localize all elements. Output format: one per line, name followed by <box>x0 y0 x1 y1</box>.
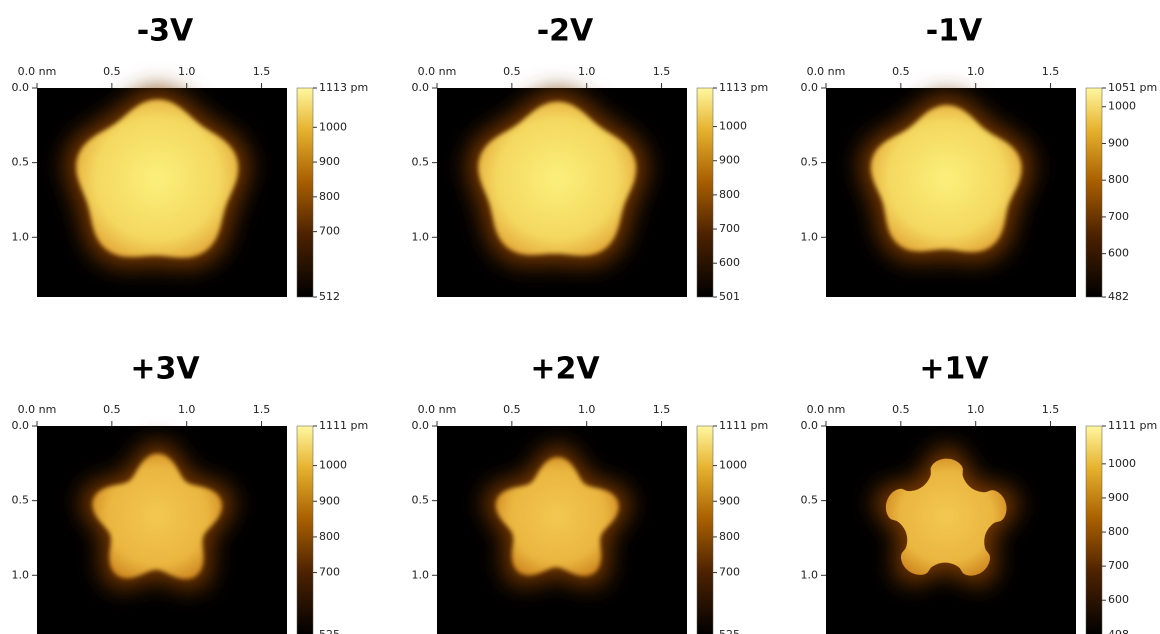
figure: -3V 0.0 nm 0.5 1.0 1.5 0.0 0.5 1.0 1113 pm 1000 90… <box>0 0 1160 634</box>
colorbar-tick-label: 1051 pm <box>1108 81 1157 94</box>
colorbar-tick-label: 1111 pm <box>1108 419 1157 432</box>
y-tick-label: 1.0 <box>12 568 30 581</box>
x-tick-label: 0.0 nm <box>18 65 57 78</box>
y-tick-label: 1.0 <box>12 230 30 243</box>
x-tick-label: 1.0 <box>967 403 985 416</box>
y-tick-label: 0.5 <box>412 494 430 507</box>
x-tick-label: 0.0 nm <box>418 65 457 78</box>
colorbar-tick-label: 700 <box>319 225 340 238</box>
x-tick-label: 1.0 <box>578 403 596 416</box>
colorbar-tick-label: 1113 pm <box>319 81 368 94</box>
colorbar-tick-label: 482 <box>1108 290 1129 303</box>
y-tick-label: 0.0 <box>801 419 819 432</box>
colorbar-tick-label: 512 <box>319 290 340 303</box>
x-tick-label: 1.5 <box>1042 65 1060 78</box>
colorbar-tick-label: 700 <box>719 566 740 579</box>
colorbar-tick-label: 800 <box>319 530 340 543</box>
x-tick-label: 1.0 <box>178 403 196 416</box>
colorbar-tick-label: 900 <box>319 494 340 507</box>
colorbar-tick-label: 525 <box>719 628 740 634</box>
colorbar-tick-label: 800 <box>1108 173 1129 186</box>
colorbar-tick-label: 700 <box>1108 559 1129 572</box>
y-tick-label: 0.0 <box>12 419 30 432</box>
colorbar-tick-label: 600 <box>1108 593 1129 606</box>
y-tick-label: 0.0 <box>12 81 30 94</box>
x-tick-label: 1.0 <box>578 65 596 78</box>
x-tick-label: 0.5 <box>892 403 910 416</box>
colorbar-tick-label: 1000 <box>1108 457 1136 470</box>
y-tick-label: 1.0 <box>801 230 819 243</box>
colorbar <box>1086 88 1102 297</box>
x-tick-label: 1.0 <box>178 65 196 78</box>
colorbar-tick-label: 600 <box>1108 247 1129 260</box>
colorbar <box>297 88 313 297</box>
panel-title: -1V <box>926 14 983 49</box>
colorbar-tick-label: 800 <box>719 188 740 201</box>
y-tick-label: 1.0 <box>412 568 430 581</box>
y-tick-label: 0.0 <box>412 419 430 432</box>
x-tick-label: 0.0 nm <box>418 403 457 416</box>
colorbar-tick-label: 1000 <box>719 120 747 133</box>
x-tick-label: 0.0 nm <box>807 65 846 78</box>
colorbar-tick-label: 900 <box>319 155 340 168</box>
x-tick-label: 1.5 <box>653 403 671 416</box>
colorbar-tick-label: 700 <box>719 222 740 235</box>
panel-title: +1V <box>919 352 989 387</box>
colorbar-tick-label: 1000 <box>1108 100 1136 113</box>
x-tick-label: 1.5 <box>653 65 671 78</box>
y-tick-label: 0.5 <box>412 156 430 169</box>
y-tick-label: 1.0 <box>412 230 430 243</box>
y-tick-label: 0.5 <box>801 156 819 169</box>
colorbar <box>1086 426 1102 634</box>
x-tick-label: 1.5 <box>253 65 271 78</box>
x-tick-label: 0.5 <box>892 65 910 78</box>
colorbar-tick-label: 1111 pm <box>319 419 368 432</box>
colorbar-tick-label: 525 <box>319 628 340 634</box>
colorbar-tick-label: 1111 pm <box>719 419 768 432</box>
x-tick-label: 0.5 <box>503 403 521 416</box>
x-tick-label: 0.0 nm <box>18 403 57 416</box>
x-tick-label: 1.5 <box>253 403 271 416</box>
colorbar <box>697 88 713 297</box>
y-tick-label: 0.5 <box>12 156 30 169</box>
colorbar-tick-label: 900 <box>1108 136 1129 149</box>
panel-title: -2V <box>537 14 594 49</box>
panel-title: +2V <box>530 352 600 387</box>
colorbar-tick-label: 900 <box>1108 491 1129 504</box>
colorbar-tick-label: 1113 pm <box>719 81 768 94</box>
y-tick-label: 0.5 <box>12 494 30 507</box>
colorbar <box>297 426 313 634</box>
colorbar-tick-label: 900 <box>719 154 740 167</box>
x-tick-label: 1.0 <box>967 65 985 78</box>
y-tick-label: 0.0 <box>801 81 819 94</box>
x-tick-label: 0.5 <box>103 65 121 78</box>
colorbar-tick-label: 1000 <box>719 459 747 472</box>
y-tick-label: 0.0 <box>412 81 430 94</box>
colorbar-tick-label: 700 <box>1108 210 1129 223</box>
colorbar-tick-label: 600 <box>719 256 740 269</box>
panel-title: -3V <box>137 14 194 49</box>
x-tick-label: 0.0 nm <box>807 403 846 416</box>
colorbar <box>697 426 713 634</box>
colorbar-tick-label: 700 <box>319 566 340 579</box>
x-tick-label: 0.5 <box>103 403 121 416</box>
panel-title: +3V <box>130 352 200 387</box>
colorbar-tick-label: 800 <box>319 190 340 203</box>
y-tick-label: 0.5 <box>801 494 819 507</box>
x-tick-label: 1.5 <box>1042 403 1060 416</box>
colorbar-tick-label: 1000 <box>319 459 347 472</box>
colorbar-tick-label: 498 <box>1108 628 1129 634</box>
colorbar-tick-label: 1000 <box>319 120 347 133</box>
colorbar-tick-label: 800 <box>1108 525 1129 538</box>
colorbar-tick-label: 800 <box>719 530 740 543</box>
y-tick-label: 1.0 <box>801 568 819 581</box>
colorbar-tick-label: 501 <box>719 290 740 303</box>
colorbar-tick-label: 900 <box>719 494 740 507</box>
x-tick-label: 0.5 <box>503 65 521 78</box>
